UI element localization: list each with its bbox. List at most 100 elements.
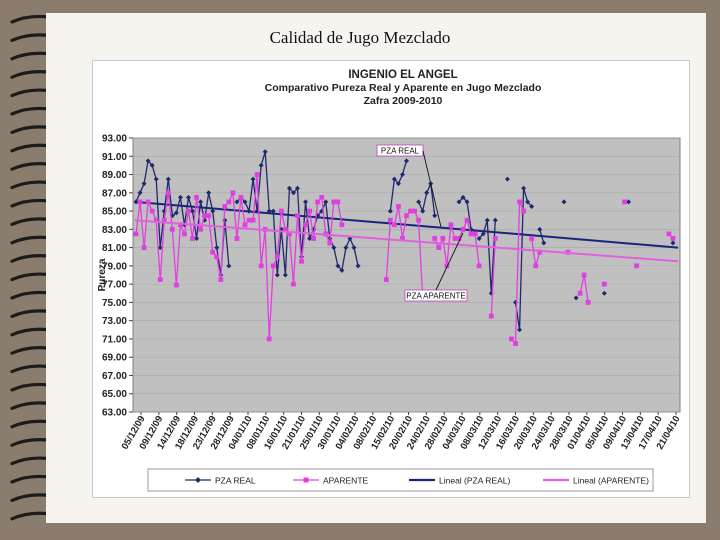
point-aparente	[149, 208, 155, 214]
point-real	[335, 263, 341, 269]
point-aparente	[460, 226, 466, 232]
point-real	[424, 190, 430, 196]
point-real	[504, 176, 510, 182]
point-aparente	[299, 258, 304, 264]
point-aparente	[295, 213, 300, 219]
point-real	[343, 245, 349, 251]
point-real	[290, 190, 296, 196]
legend-label: APARENTE	[323, 476, 369, 486]
point-real	[210, 208, 216, 214]
point-aparente	[303, 222, 308, 228]
point-real	[517, 327, 523, 333]
point-aparente	[488, 313, 494, 319]
point-aparente	[319, 194, 325, 200]
point-aparente	[198, 226, 203, 232]
point-aparente	[408, 208, 413, 214]
series-line-aparente	[135, 174, 343, 339]
point-aparente	[331, 199, 337, 205]
point-real	[480, 231, 486, 237]
point-real	[387, 208, 393, 214]
y-tick-label: 73.00	[102, 316, 127, 327]
point-real	[169, 213, 175, 219]
point-real	[157, 245, 163, 251]
point-real	[323, 199, 329, 205]
point-real	[198, 199, 204, 205]
point-aparente	[218, 277, 224, 282]
y-tick-label: 87.00	[102, 188, 127, 199]
plot-area	[132, 137, 681, 413]
point-real	[190, 208, 196, 214]
point-real	[420, 208, 426, 214]
point-real	[165, 176, 171, 182]
point-aparente	[287, 231, 292, 237]
point-aparente	[266, 336, 272, 342]
point-aparente	[161, 217, 167, 223]
point-aparente	[226, 199, 232, 205]
annotation-leader	[422, 150, 442, 228]
point-aparente	[182, 231, 187, 237]
point-real	[537, 226, 543, 232]
point-real	[601, 290, 607, 296]
point-real	[194, 235, 200, 241]
point-aparente	[307, 208, 313, 214]
point-real	[432, 213, 438, 219]
point-aparente	[577, 290, 583, 296]
point-real	[206, 190, 212, 196]
chart-title-line: Zafra 2009-2010	[364, 95, 443, 107]
point-aparente	[234, 236, 240, 241]
point-aparente	[254, 172, 260, 177]
point-aparente	[222, 204, 228, 209]
legend: PZA REAL APARENTE Lineal (PZA REAL) Lineal …	[147, 468, 654, 492]
point-aparente	[509, 336, 514, 342]
point-aparente	[581, 272, 587, 278]
point-aparente	[153, 217, 159, 223]
point-aparente	[517, 199, 522, 205]
point-aparente	[230, 190, 236, 196]
point-real	[484, 217, 490, 223]
series-line-aparente	[490, 238, 496, 317]
point-aparente	[622, 199, 627, 205]
point-real	[137, 190, 143, 196]
y-tick-label: 85.00	[102, 207, 127, 218]
legend-marker	[303, 477, 309, 483]
point-real	[234, 199, 240, 205]
slide-title: Calidad de Jugo Mezclado	[269, 28, 451, 47]
point-aparente	[327, 240, 333, 246]
point-aparente	[464, 217, 470, 223]
point-aparente	[601, 281, 607, 287]
y-tick-label: 79.00	[102, 261, 127, 272]
point-real	[525, 199, 531, 205]
point-real	[307, 235, 313, 241]
point-aparente	[242, 222, 248, 228]
point-aparente	[238, 194, 244, 200]
point-aparente	[157, 277, 163, 282]
point-aparente	[169, 226, 175, 232]
point-aparente	[173, 282, 179, 288]
point-real	[266, 208, 272, 214]
point-aparente	[533, 263, 539, 269]
point-aparente	[291, 281, 296, 287]
point-aparente	[513, 341, 518, 346]
y-tick-label: 93.00	[102, 134, 127, 145]
point-aparente	[278, 208, 284, 214]
point-real	[355, 263, 361, 269]
point-real	[258, 162, 264, 168]
point-aparente	[315, 199, 321, 205]
trendline-real	[134, 200, 679, 249]
annotation-pza-aparente: PZA APARENTE	[404, 289, 468, 302]
point-real	[391, 176, 397, 182]
point-aparente	[432, 236, 438, 241]
point-real	[141, 181, 147, 187]
point-aparente	[339, 222, 345, 228]
point-aparente	[133, 231, 139, 237]
point-aparente	[670, 236, 676, 241]
point-aparente	[145, 199, 151, 205]
point-aparente	[311, 236, 317, 241]
point-aparente	[165, 190, 171, 196]
point-real	[351, 245, 357, 251]
point-aparente	[412, 208, 417, 214]
point-aparente	[282, 226, 288, 232]
point-aparente	[178, 222, 183, 228]
y-tick-label: 67.00	[102, 371, 127, 382]
